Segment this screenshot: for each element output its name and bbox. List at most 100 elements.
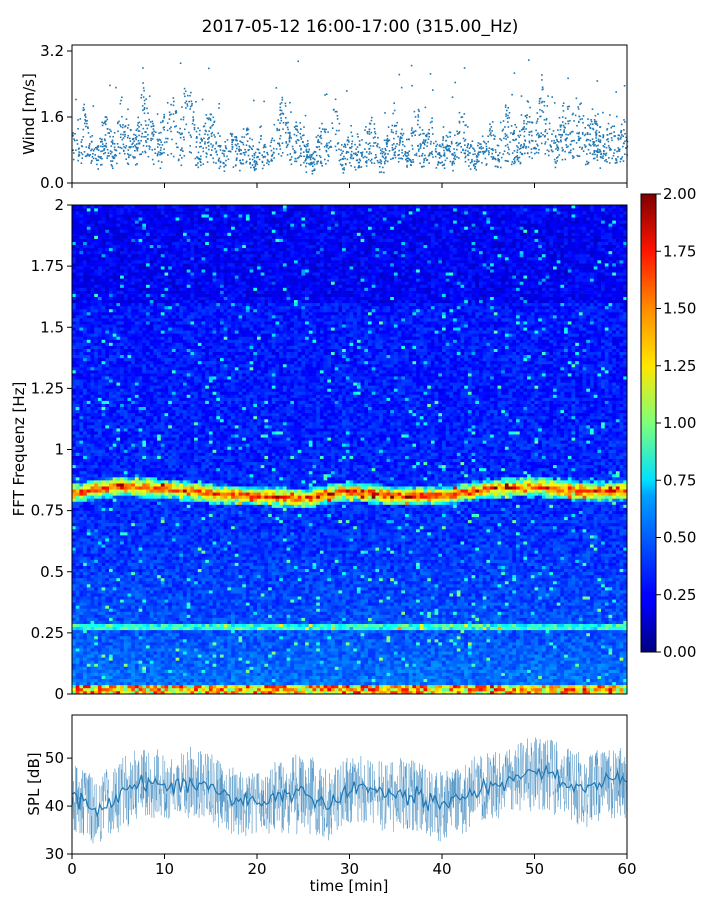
spectrogram-cell xyxy=(105,617,110,621)
spectrogram-cell xyxy=(131,480,136,484)
wind-point xyxy=(163,115,165,118)
spectrogram-cell xyxy=(79,455,84,459)
spectrogram-cell xyxy=(120,348,125,352)
wind-point xyxy=(125,118,128,120)
spectrogram-cell xyxy=(83,467,88,472)
spectrogram-cell xyxy=(112,330,117,334)
wind-point xyxy=(109,150,112,152)
spectrogram-cell xyxy=(109,657,113,661)
wind-point xyxy=(619,158,622,160)
spectrogram-cell xyxy=(83,470,88,475)
wind-point xyxy=(279,106,282,109)
wind-point xyxy=(554,136,557,138)
wind-point xyxy=(97,145,100,147)
wind-point xyxy=(558,154,561,156)
wind-point xyxy=(188,131,190,134)
wind-point xyxy=(122,126,124,129)
wind-point xyxy=(348,141,350,143)
wind-point xyxy=(309,154,311,156)
wind-point xyxy=(524,152,526,155)
wind-point xyxy=(341,164,344,166)
wind-point xyxy=(350,147,352,149)
wind-point xyxy=(480,145,483,148)
wind-point xyxy=(242,128,245,130)
wind-point xyxy=(372,137,375,139)
wind-point xyxy=(102,143,104,145)
spectrogram-cell xyxy=(72,311,76,316)
spectrogram-cell xyxy=(75,351,80,356)
wind-point xyxy=(447,136,449,138)
spectrogram-cell xyxy=(83,394,88,398)
spectrogram-cell xyxy=(120,461,125,466)
spectrogram-cell xyxy=(112,611,117,615)
figure-title: 2017-05-12 16:00-17:00 (315.00_Hz) xyxy=(202,17,519,37)
spectrogram-cell xyxy=(120,599,125,603)
wind-point xyxy=(602,135,605,138)
wind-point xyxy=(290,137,292,139)
spectrogram-cell xyxy=(90,238,95,242)
spectrogram-cell xyxy=(127,315,132,319)
spectrogram-cell xyxy=(120,623,125,628)
wind-point xyxy=(219,161,222,164)
wind-point xyxy=(538,135,540,137)
spectrogram-cell xyxy=(90,379,95,383)
spectrogram-cell xyxy=(79,532,84,536)
spectrogram-cell xyxy=(94,587,99,591)
wind-point xyxy=(304,160,306,162)
spectrogram-cell xyxy=(120,409,125,414)
spectrogram-cell xyxy=(116,556,121,560)
spectrogram-cell xyxy=(109,278,113,282)
wind-point xyxy=(523,130,526,133)
spectrogram-cell xyxy=(83,645,88,649)
spectrogram-cell xyxy=(83,299,88,304)
wind-point xyxy=(589,126,591,129)
wind-point xyxy=(561,116,564,118)
spectrogram-cell xyxy=(131,623,136,628)
wind-point xyxy=(327,159,329,162)
spectrogram-cell xyxy=(97,626,102,631)
spectrogram-cell xyxy=(72,599,76,603)
wind-point xyxy=(183,138,185,141)
spectrogram-cell xyxy=(75,629,80,634)
wind-point xyxy=(521,129,523,131)
spectrogram-cell xyxy=(105,363,110,368)
wind-point xyxy=(508,116,511,119)
spectrogram-cell xyxy=(123,418,128,423)
wind-point xyxy=(240,163,243,165)
spectrogram-cell xyxy=(86,544,91,548)
wind-point xyxy=(157,143,159,145)
wind-point xyxy=(524,140,527,142)
spectrogram-cell xyxy=(105,296,110,301)
spectrogram-cell xyxy=(79,681,84,686)
spectrogram-cell xyxy=(90,690,95,695)
spectrogram-cell xyxy=(123,645,128,649)
spectrogram-cell xyxy=(123,238,128,242)
spectrogram-cell xyxy=(83,354,88,359)
wind-point xyxy=(528,134,531,136)
wind-point xyxy=(97,149,100,151)
wind-point xyxy=(406,164,408,167)
wind-point xyxy=(318,145,320,148)
spectrogram-cell xyxy=(97,428,102,432)
spectrogram-cell xyxy=(134,629,139,634)
wind-point xyxy=(625,147,627,149)
spectrogram-cell xyxy=(134,544,139,548)
spectrogram-cell xyxy=(97,244,102,249)
spectrogram-cell xyxy=(90,623,95,628)
spectrogram-cell xyxy=(101,284,106,288)
wind-point xyxy=(350,157,352,160)
spectrogram-cell xyxy=(90,541,95,545)
spectrogram-cell xyxy=(75,275,80,279)
wind-point xyxy=(318,141,321,143)
spectrogram-cell xyxy=(109,446,113,450)
spectrogram-cell xyxy=(134,568,139,573)
spectrogram-cell xyxy=(105,486,110,490)
spectrogram-cell xyxy=(90,501,95,505)
spectrogram-cell xyxy=(127,391,132,395)
spectrogram-cell xyxy=(79,217,84,221)
wind-point xyxy=(454,134,456,137)
spectrogram-cell xyxy=(120,211,125,215)
spectrogram-cell xyxy=(131,269,136,273)
spectrogram-cell xyxy=(123,208,128,212)
wind-point xyxy=(321,128,324,130)
